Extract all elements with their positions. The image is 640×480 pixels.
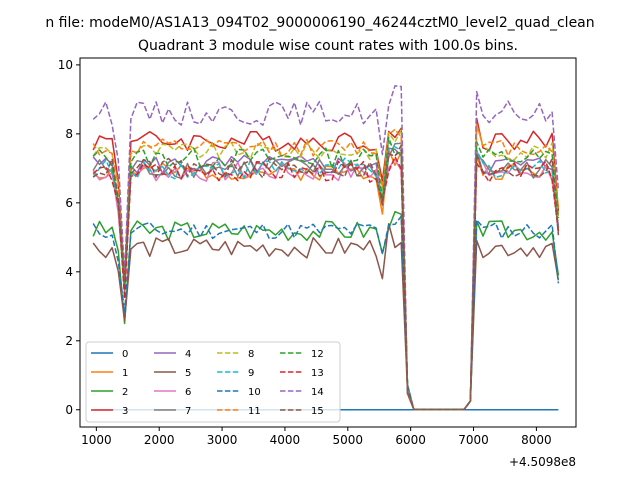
x-tick-label: 8000 (521, 433, 552, 447)
x-tick-label: 4000 (270, 433, 301, 447)
series-line-2 (92, 210, 560, 411)
legend-label-10: 10 (248, 387, 261, 398)
y-tick-label: 4 (65, 265, 73, 279)
x-tick-label: 2000 (144, 433, 175, 447)
x-tick-label: 7000 (458, 433, 489, 447)
x-tick-label: 3000 (207, 433, 238, 447)
y-tick-label: 2 (65, 334, 73, 348)
legend-label-12: 12 (311, 349, 324, 360)
legend-label-13: 13 (311, 368, 324, 379)
legend-label-15: 15 (311, 406, 324, 417)
x-offset-label: +4.5098e8 (509, 455, 576, 469)
y-tick-label: 6 (65, 196, 73, 210)
legend-label-3: 3 (122, 406, 128, 417)
x-tick-label: 1000 (81, 433, 112, 447)
series-line-11 (92, 123, 560, 411)
y-tick-label: 0 (65, 403, 73, 417)
legend-label-14: 14 (311, 387, 324, 398)
legend-label-2: 2 (122, 387, 128, 398)
plot-frame (79, 57, 577, 428)
series-line-14 (92, 85, 560, 411)
legend-label-0: 0 (122, 349, 128, 360)
legend-box (85, 341, 341, 423)
x-tick-label: 6000 (395, 433, 426, 447)
series-layer (92, 85, 560, 411)
legend-label-11: 11 (248, 406, 261, 417)
x-tick-label: 5000 (333, 433, 364, 447)
legend-label-5: 5 (185, 368, 191, 379)
chart-title: Quadrant 3 module wise count rates with … (138, 38, 518, 54)
series-line-10 (92, 215, 560, 411)
series-line-13 (92, 155, 560, 411)
series-line-9 (92, 141, 560, 411)
legend-label-8: 8 (248, 349, 254, 360)
legend-label-9: 9 (248, 368, 254, 379)
series-line-15 (92, 144, 560, 411)
legend-label-4: 4 (185, 349, 191, 360)
y-axis: 0 2 4 6 8 10 (58, 58, 80, 417)
figure-suptitle: n file: modeM0/AS1A13_094T02_9000006190_… (45, 15, 594, 31)
legend-label-7: 7 (185, 406, 191, 417)
y-tick-label: 10 (58, 58, 73, 72)
series-line-5 (92, 222, 560, 411)
legend-label-6: 6 (185, 387, 191, 398)
y-tick-label: 8 (65, 127, 73, 141)
series-line-12 (92, 136, 560, 411)
legend-label-1: 1 (122, 368, 128, 379)
x-axis: 1000 2000 3000 4000 5000 6000 7000 8000 (81, 427, 552, 447)
